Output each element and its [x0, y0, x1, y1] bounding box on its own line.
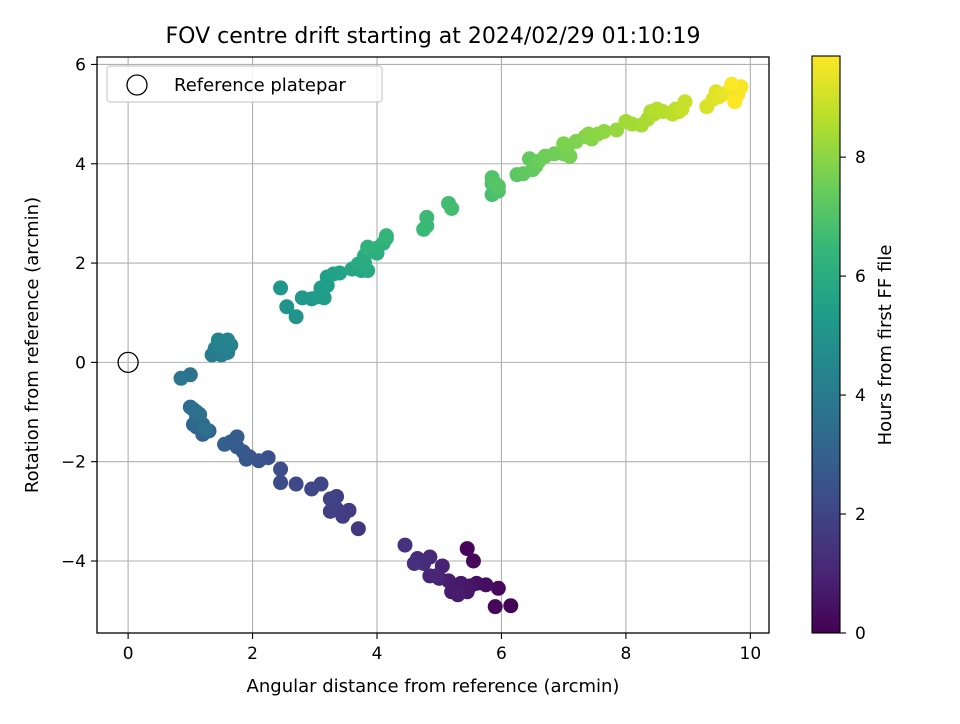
data-point — [419, 209, 435, 225]
data-point — [273, 280, 289, 296]
data-point — [596, 123, 612, 139]
data-point — [288, 476, 304, 492]
x-axis-label: Angular distance from reference (arcmin) — [247, 676, 620, 697]
data-point — [322, 491, 338, 507]
data-point — [273, 461, 289, 477]
data-point — [322, 503, 338, 519]
y-tick-label: 0 — [75, 353, 86, 373]
data-point — [465, 553, 481, 569]
y-axis-ticks: −4 −2 0 2 4 6 — [61, 55, 97, 572]
data-point — [397, 537, 413, 553]
data-point — [503, 598, 519, 614]
data-point — [556, 136, 572, 152]
data-point — [273, 475, 289, 491]
data-point — [350, 521, 366, 537]
data-point — [378, 228, 394, 244]
data-point — [198, 421, 214, 437]
legend: Reference platepar — [106, 65, 383, 103]
reference-marker — [117, 351, 139, 374]
plot-frame — [96, 56, 770, 634]
data-point — [173, 370, 189, 386]
x-tick-label: 2 — [247, 644, 258, 664]
data-point — [487, 176, 503, 192]
data-point — [332, 265, 348, 281]
y-tick-label: 4 — [75, 155, 86, 175]
colorbar-tick-label: 8 — [855, 148, 866, 168]
grid — [97, 57, 769, 633]
colorbar-tick-label: 4 — [855, 386, 866, 406]
colorbar-tick-label: 6 — [855, 267, 866, 287]
reference-platepar-marker — [117, 351, 139, 374]
data-point — [279, 299, 295, 315]
data-point — [487, 599, 503, 615]
y-tick-label: 2 — [75, 254, 86, 274]
data-point — [304, 481, 320, 497]
x-tick-label: 0 — [123, 644, 134, 664]
data-point — [444, 200, 460, 216]
y-tick-label: −4 — [61, 552, 86, 572]
data-point — [220, 332, 236, 348]
data-point — [192, 407, 208, 423]
data-point — [677, 94, 693, 110]
x-tick-label: 10 — [740, 644, 762, 664]
data-point — [724, 76, 740, 92]
colorbar-label: Hours from first FF file — [875, 245, 896, 446]
colorbar-ticks: 0 2 4 6 8 — [840, 148, 866, 644]
x-tick-label: 8 — [620, 644, 631, 664]
data-point — [288, 309, 304, 325]
x-tick-label: 6 — [496, 644, 507, 664]
x-axis-ticks: 0 2 4 6 8 10 — [123, 633, 761, 664]
data-point — [459, 541, 475, 557]
legend-entry-reference-platepar: Reference platepar — [174, 75, 346, 96]
data-point — [450, 587, 466, 603]
y-tick-label: −2 — [61, 453, 86, 473]
legend-marker-open-circle — [126, 74, 148, 96]
data-point — [562, 148, 578, 164]
data-point — [360, 239, 376, 255]
y-tick-label: 6 — [75, 55, 86, 75]
colorbar — [811, 55, 841, 634]
data-point — [727, 94, 743, 110]
colorbar-tick-label: 0 — [855, 624, 866, 644]
data-points — [173, 76, 749, 615]
legend-box — [106, 65, 383, 103]
colorbar-tick-label: 2 — [855, 505, 866, 525]
chart-title: FOV centre drift starting at 2024/02/29 … — [166, 24, 701, 49]
data-point — [406, 555, 422, 571]
x-tick-label: 4 — [372, 644, 383, 664]
data-point — [490, 580, 506, 596]
data-point — [428, 568, 444, 584]
data-point — [217, 436, 233, 452]
y-axis-label: Rotation from reference (arcmin) — [22, 197, 43, 493]
